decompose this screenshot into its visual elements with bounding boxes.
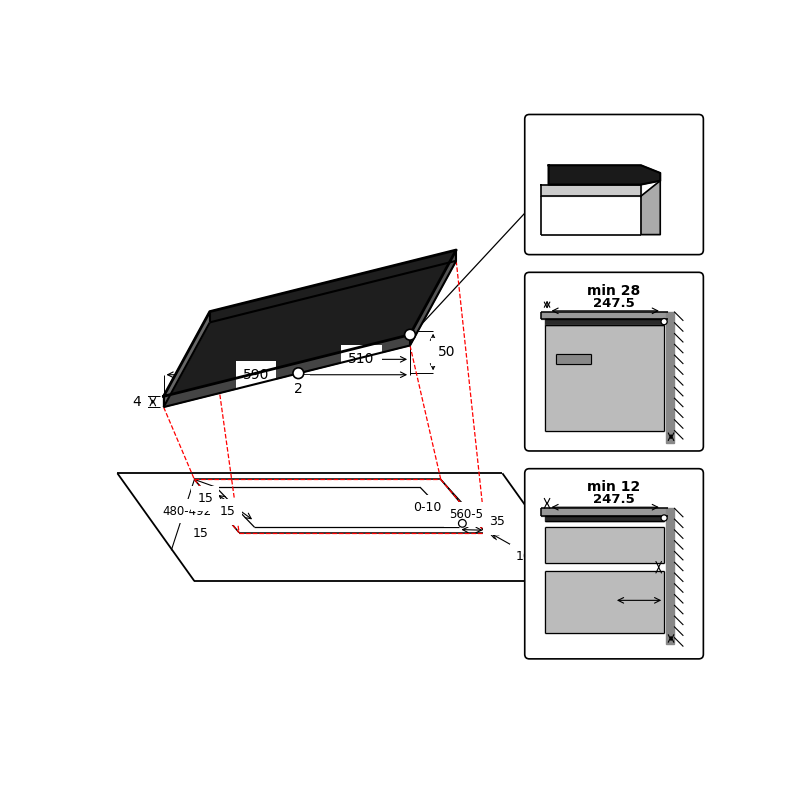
Circle shape	[661, 515, 667, 521]
Polygon shape	[541, 185, 641, 196]
Text: 10: 10	[677, 561, 693, 574]
Text: 510: 510	[348, 352, 374, 366]
Text: 4: 4	[132, 394, 141, 409]
Polygon shape	[549, 166, 660, 185]
Text: min 28: min 28	[587, 284, 641, 298]
Text: 15: 15	[193, 527, 209, 540]
Polygon shape	[545, 325, 664, 431]
Polygon shape	[545, 319, 664, 325]
Circle shape	[293, 368, 304, 378]
Text: 560-562: 560-562	[450, 508, 498, 522]
Circle shape	[405, 330, 415, 340]
Text: 247.5: 247.5	[593, 493, 635, 506]
Text: 480-492: 480-492	[162, 505, 211, 518]
Polygon shape	[541, 312, 668, 319]
Text: 590: 590	[243, 368, 269, 382]
FancyBboxPatch shape	[525, 469, 703, 659]
Polygon shape	[545, 571, 664, 633]
Text: 60: 60	[630, 603, 645, 616]
Circle shape	[458, 519, 466, 527]
FancyBboxPatch shape	[525, 114, 703, 254]
Polygon shape	[666, 312, 674, 442]
Polygon shape	[163, 312, 210, 407]
Text: 50: 50	[438, 345, 456, 358]
Polygon shape	[163, 250, 456, 396]
Polygon shape	[545, 516, 664, 521]
Polygon shape	[410, 250, 456, 346]
Text: 20: 20	[677, 632, 693, 646]
Polygon shape	[641, 181, 660, 234]
Polygon shape	[541, 508, 668, 516]
Text: 100: 100	[516, 550, 540, 563]
Text: 35: 35	[489, 515, 505, 528]
Polygon shape	[545, 527, 664, 563]
Polygon shape	[163, 334, 410, 407]
Text: 15: 15	[219, 506, 235, 518]
Text: 2: 2	[294, 382, 302, 396]
Text: min 12: min 12	[587, 480, 641, 494]
Polygon shape	[556, 354, 591, 364]
Text: 20: 20	[677, 430, 693, 444]
FancyBboxPatch shape	[525, 272, 703, 451]
Polygon shape	[666, 508, 674, 644]
Circle shape	[661, 318, 667, 325]
Text: 15: 15	[198, 492, 213, 506]
Text: 247.5: 247.5	[593, 297, 635, 310]
Text: 0-10: 0-10	[414, 502, 442, 514]
